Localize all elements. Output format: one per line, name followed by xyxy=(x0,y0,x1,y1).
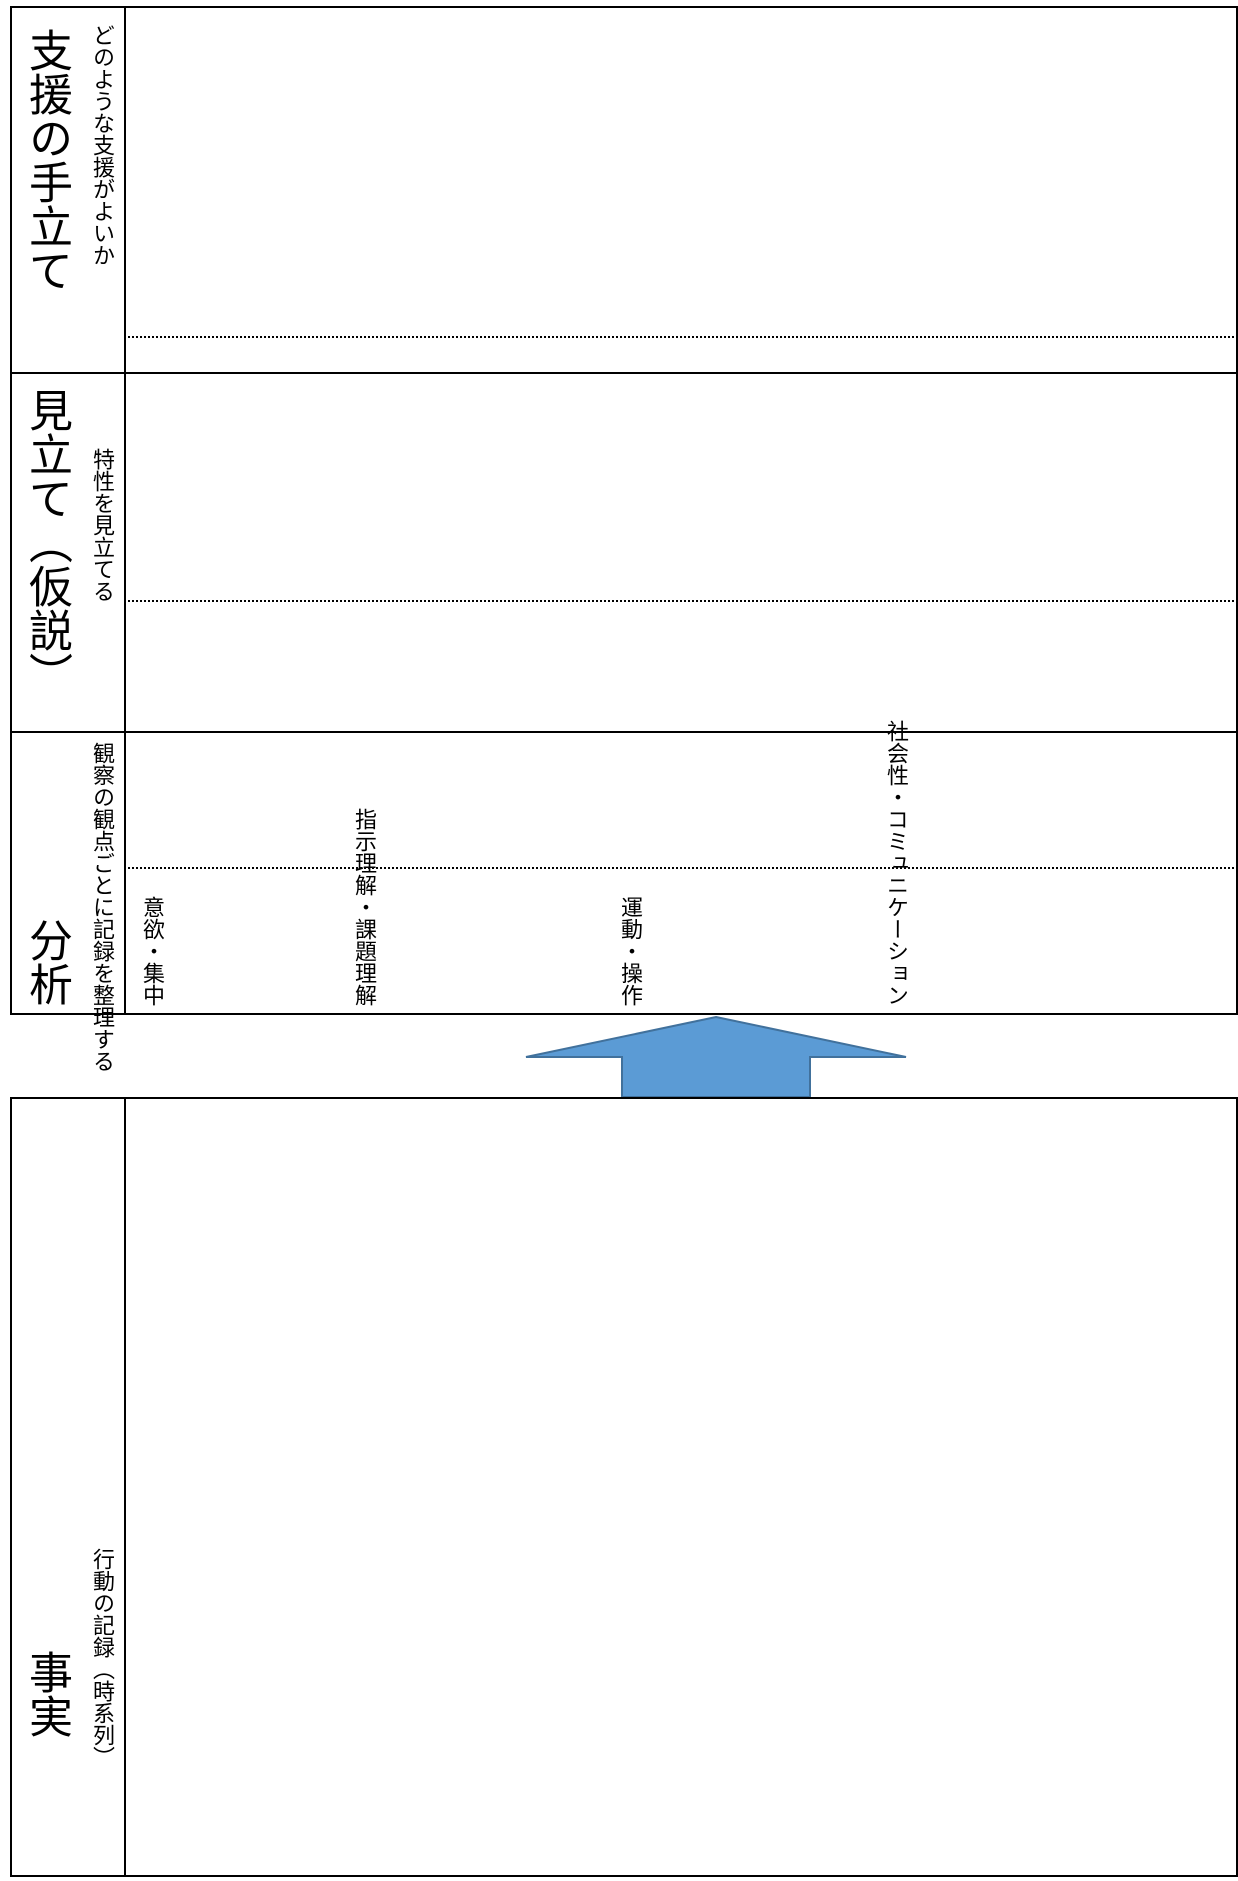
analysis-subtitle: 観察の観点ごとに記録を整理する xyxy=(89,742,114,1072)
dotted-row-divider-1 xyxy=(124,336,1238,338)
analysis-table xyxy=(10,6,1238,1015)
support-hypothesis-separator xyxy=(10,372,1238,374)
support-title: 支援の手立て xyxy=(21,28,72,292)
facts-table xyxy=(10,1097,1238,1877)
hypothesis-subtitle: 特性を見立てる xyxy=(89,448,114,602)
dotted-row-divider-3 xyxy=(124,867,1238,869)
facts-title: 事実 xyxy=(21,1650,72,1738)
facts-subtitle: 行動の記録（時系列） xyxy=(89,1548,114,1768)
analysis-category-3: 運動・操作 xyxy=(617,896,642,1006)
analysis-category-1: 意欲・集中 xyxy=(139,896,164,1006)
header-column-divider xyxy=(124,6,126,1015)
arrow-shape xyxy=(525,1015,907,1097)
support-subtitle: どのような支援がよいか xyxy=(89,24,114,266)
analysis-category-4: 社会性・コミュニケーション xyxy=(883,720,908,1006)
facts-header-divider xyxy=(124,1097,126,1877)
hypothesis-analysis-separator xyxy=(10,731,1238,733)
up-arrow-icon xyxy=(525,1015,907,1097)
analysis-title: 分析 xyxy=(21,918,72,1006)
analysis-category-2: 指示理解・課題理解 xyxy=(351,808,376,1006)
hypothesis-title: 見立て（仮説） xyxy=(21,388,72,696)
dotted-row-divider-2 xyxy=(124,600,1238,602)
